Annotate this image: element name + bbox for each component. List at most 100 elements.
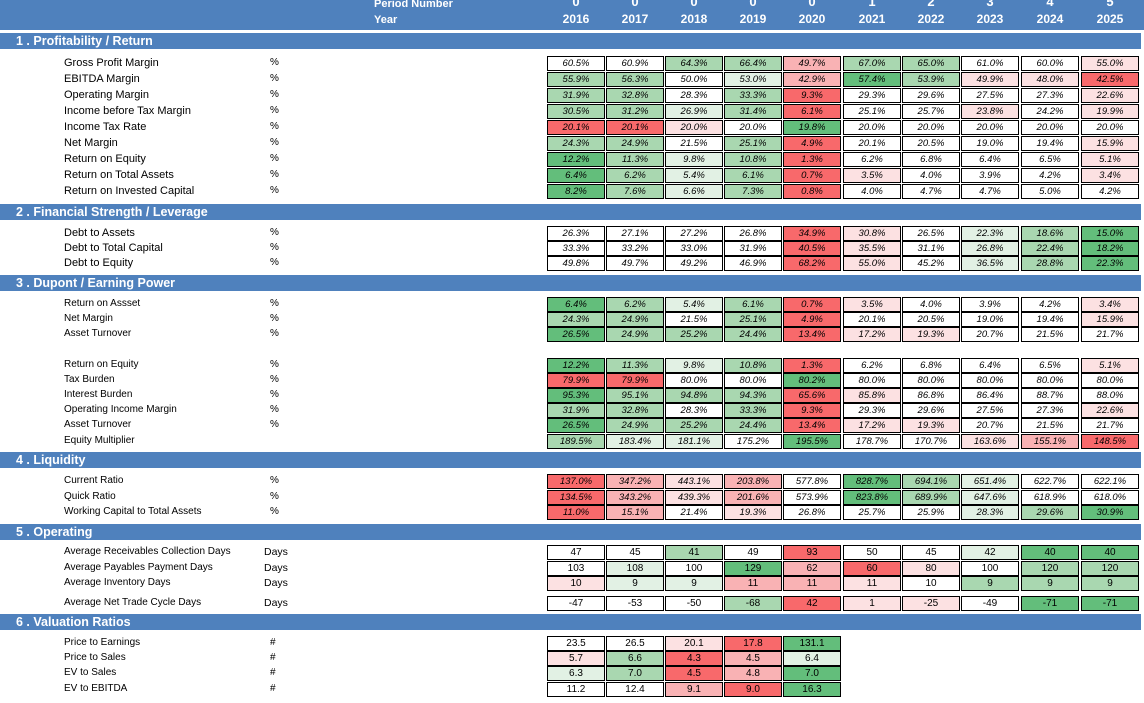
data-cell[interactable]: 9 [961,576,1019,591]
data-cell[interactable]: 21.5% [1021,327,1079,342]
data-cell[interactable]: 6.1% [724,168,782,183]
data-cell[interactable]: 29.6% [1021,505,1079,520]
data-cell[interactable]: 9.3% [783,88,841,103]
data-cell[interactable]: 30.9% [1081,505,1139,520]
data-cell[interactable]: 622.7% [1021,474,1079,489]
data-cell[interactable]: 5.0% [1021,184,1079,199]
data-cell[interactable]: 10.8% [724,152,782,167]
data-cell[interactable]: 25.1% [724,312,782,327]
data-cell[interactable]: 1 [843,596,901,611]
data-cell[interactable]: 94.8% [665,388,723,403]
data-cell[interactable]: 50 [843,545,901,560]
data-cell[interactable]: 100 [665,561,723,576]
data-cell[interactable]: 6.5% [1021,358,1079,373]
data-cell[interactable]: 24.3% [547,312,605,327]
data-cell[interactable]: 20.5% [902,312,960,327]
data-cell[interactable]: 6.4% [547,297,605,312]
data-cell[interactable]: 5.1% [1081,152,1139,167]
data-cell[interactable]: 9 [1021,576,1079,591]
data-cell[interactable]: 25.7% [843,505,901,520]
data-cell[interactable]: 46.9% [724,256,782,271]
data-cell[interactable]: 155.1% [1021,434,1079,449]
data-cell[interactable]: 60.5% [547,56,605,71]
data-cell[interactable]: 11.0% [547,505,605,520]
data-cell[interactable]: 22.6% [1081,88,1139,103]
data-cell[interactable]: 34.9% [783,226,841,241]
data-cell[interactable]: 163.6% [961,434,1019,449]
data-cell[interactable]: 3.4% [1081,297,1139,312]
data-cell[interactable]: 25.1% [724,136,782,151]
data-cell[interactable]: 79.9% [606,373,664,388]
data-cell[interactable]: 5.1% [1081,358,1139,373]
data-cell[interactable]: -71 [1081,596,1139,611]
data-cell[interactable]: 33.3% [724,88,782,103]
data-cell[interactable]: 618.0% [1081,490,1139,505]
data-cell[interactable]: 49.8% [547,256,605,271]
data-cell[interactable]: 25.9% [902,505,960,520]
data-cell[interactable]: 4.2% [1081,184,1139,199]
data-cell[interactable]: 10 [902,576,960,591]
data-cell[interactable]: 94.3% [724,388,782,403]
data-cell[interactable]: 0.7% [783,297,841,312]
data-cell[interactable]: 19.0% [961,136,1019,151]
data-cell[interactable]: 0.7% [783,168,841,183]
data-cell[interactable]: 88.0% [1081,388,1139,403]
data-cell[interactable]: 21.5% [665,136,723,151]
data-cell[interactable]: 9.3% [783,403,841,418]
data-cell[interactable]: 5.4% [665,297,723,312]
data-cell[interactable]: 9 [665,576,723,591]
data-cell[interactable]: 694.1% [902,474,960,489]
data-cell[interactable]: 622.1% [1081,474,1139,489]
data-cell[interactable]: 42 [961,545,1019,560]
data-cell[interactable]: 60.9% [606,56,664,71]
data-cell[interactable]: 53.9% [902,72,960,87]
data-cell[interactable]: 6.5% [1021,152,1079,167]
data-cell[interactable]: 27.1% [606,226,664,241]
data-cell[interactable]: 65.0% [902,56,960,71]
data-cell[interactable]: 343.2% [606,490,664,505]
data-cell[interactable]: 45.2% [902,256,960,271]
data-cell[interactable]: 49.9% [961,72,1019,87]
data-cell[interactable]: 15.0% [1081,226,1139,241]
data-cell[interactable]: 9 [1081,576,1139,591]
data-cell[interactable]: 6.8% [902,152,960,167]
data-cell[interactable]: 7.3% [724,184,782,199]
data-cell[interactable]: 439.3% [665,490,723,505]
data-cell[interactable]: 170.7% [902,434,960,449]
data-cell[interactable]: 25.1% [843,104,901,119]
data-cell[interactable]: 12.2% [547,358,605,373]
data-cell[interactable]: 20.1 [665,636,723,651]
data-cell[interactable]: 26.5% [547,418,605,433]
data-cell[interactable]: 4.0% [902,168,960,183]
data-cell[interactable]: 6.2% [606,297,664,312]
data-cell[interactable]: 13.4% [783,327,841,342]
data-cell[interactable]: 6.2% [843,358,901,373]
data-cell[interactable]: 30.5% [547,104,605,119]
data-cell[interactable]: 178.7% [843,434,901,449]
data-cell[interactable]: 33.3% [547,241,605,256]
data-cell[interactable]: 80.0% [1021,373,1079,388]
data-cell[interactable]: 20.1% [606,120,664,135]
data-cell[interactable]: 80.0% [843,373,901,388]
data-cell[interactable]: 28.3% [961,505,1019,520]
data-cell[interactable]: 618.9% [1021,490,1079,505]
data-cell[interactable]: 20.1% [547,120,605,135]
data-cell[interactable]: 19.4% [1021,312,1079,327]
data-cell[interactable]: -50 [665,596,723,611]
data-cell[interactable]: 19.9% [1081,104,1139,119]
data-cell[interactable]: 103 [547,561,605,576]
data-cell[interactable]: 32.8% [606,88,664,103]
data-cell[interactable]: 4.7% [961,184,1019,199]
data-cell[interactable]: 86.8% [902,388,960,403]
data-cell[interactable]: 120 [1081,561,1139,576]
data-cell[interactable]: 20.1% [843,136,901,151]
data-cell[interactable]: 175.2% [724,434,782,449]
data-cell[interactable]: 50.0% [665,72,723,87]
data-cell[interactable]: 27.3% [1021,88,1079,103]
data-cell[interactable]: 15.9% [1081,136,1139,151]
data-cell[interactable]: 49.2% [665,256,723,271]
data-cell[interactable]: 42.5% [1081,72,1139,87]
data-cell[interactable]: 1.3% [783,152,841,167]
data-cell[interactable]: 17.8 [724,636,782,651]
data-cell[interactable]: 21.7% [1081,327,1139,342]
